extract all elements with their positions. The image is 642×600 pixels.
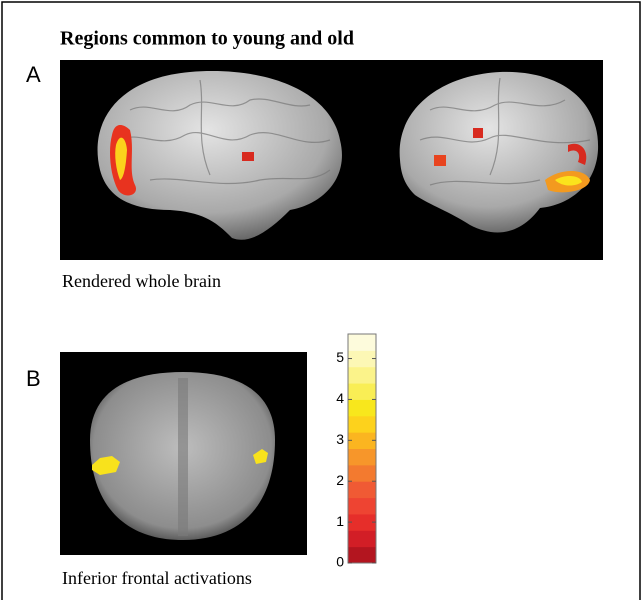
- panel-b-image: [60, 352, 307, 555]
- panel-caption: Inferior frontal activations: [62, 568, 252, 588]
- colorbar-band: [348, 415, 376, 433]
- colorbar: 0 1 2 3 4 5: [336, 333, 377, 570]
- figure-title: Regions common to young and old: [60, 28, 354, 50]
- colorbar-band: [348, 513, 376, 531]
- colorbar-band: [348, 399, 376, 417]
- colorbar-band: [348, 334, 376, 351]
- colorbar-frame: [347, 333, 377, 564]
- colorbar-tick-label: 4: [336, 390, 344, 406]
- colorbar-band: [348, 366, 376, 384]
- colorbar-band: [348, 448, 376, 466]
- colorbar-band: [348, 530, 376, 548]
- panel-label: A: [26, 62, 41, 87]
- colorbar-tick-label: 2: [336, 472, 344, 488]
- panel-caption: Rendered whole brain: [62, 271, 221, 291]
- colorbar-band: [348, 497, 376, 515]
- colorbar-tick-label: 0: [336, 554, 344, 570]
- colorbar-tick-label: 5: [336, 349, 344, 365]
- panel-label: B: [26, 366, 41, 391]
- panel-a-image: [60, 60, 603, 260]
- colorbar-band: [348, 464, 376, 482]
- colorbar-band: [348, 481, 376, 499]
- colorbar-band: [348, 432, 376, 449]
- colorbar-band: [348, 546, 376, 564]
- colorbar-band: [348, 383, 376, 400]
- colorbar-band: [348, 350, 376, 368]
- colorbar-tick-label: 3: [336, 431, 344, 447]
- colorbar-tick-label: 1: [336, 513, 344, 529]
